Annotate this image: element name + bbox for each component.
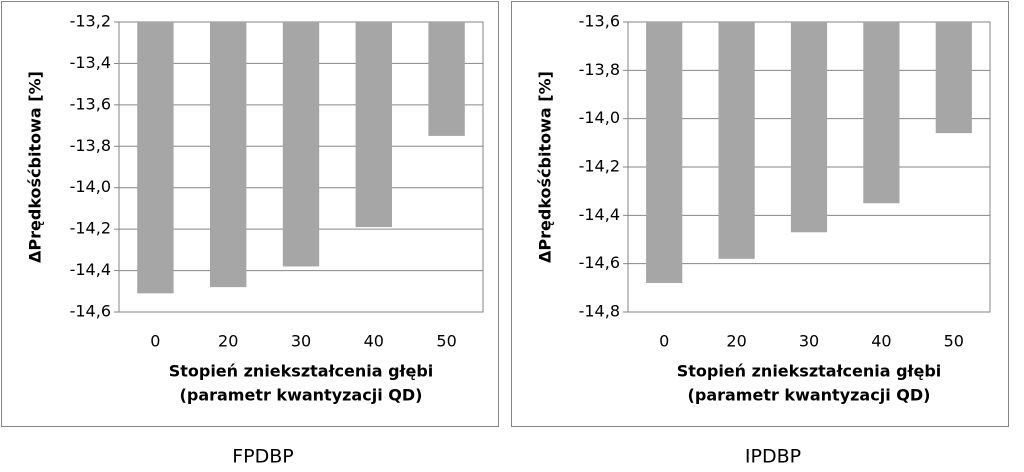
bar <box>718 22 755 259</box>
x-tick-label: 0 <box>150 332 160 351</box>
x-axis-label: Stopień zniekształcenia głębi <box>677 362 942 381</box>
y-tick-label: -14,2 <box>579 157 620 176</box>
y-tick-label: -13,2 <box>70 12 111 31</box>
y-tick-label: -14,4 <box>579 205 620 224</box>
x-tick-label: 30 <box>291 332 311 351</box>
chart-frame <box>1 1 499 427</box>
bar <box>646 22 683 283</box>
chart-frame <box>511 1 1009 427</box>
y-axis-label: ΔPrędkośćbitowa [%] <box>26 71 45 263</box>
y-tick-label: -13,6 <box>579 12 620 31</box>
x-tick-label: 30 <box>799 332 819 351</box>
x-tick-label: 50 <box>944 332 964 351</box>
bar <box>863 22 900 204</box>
x-tick-label: 40 <box>871 332 891 351</box>
y-tick-label: -14,0 <box>70 177 111 196</box>
x-tick-label: 50 <box>436 332 456 351</box>
bar <box>210 22 247 288</box>
y-tick-label: -14,8 <box>579 302 620 321</box>
caption: FPDBP <box>232 446 294 468</box>
y-tick-label: -14,0 <box>579 108 620 127</box>
x-tick-label: 20 <box>218 332 238 351</box>
bar <box>282 22 320 267</box>
y-tick-label: -14,4 <box>70 260 111 279</box>
x-axis-label: (parametr kwantyzacji QD) <box>180 386 423 405</box>
x-axis-label: (parametr kwantyzacji QD) <box>688 386 931 405</box>
x-tick-label: 20 <box>726 332 746 351</box>
y-tick-label: -14,6 <box>70 302 111 321</box>
bar <box>355 22 392 228</box>
y-tick-label: -13,8 <box>70 136 111 155</box>
y-tick-label: -13,8 <box>579 60 620 79</box>
x-tick-label: 40 <box>364 332 384 351</box>
y-tick-label: -13,4 <box>70 53 111 72</box>
y-axis-label: ΔPrędkośćbitowa [%] <box>536 71 555 263</box>
bar <box>935 22 972 134</box>
x-axis-label: Stopień zniekształcenia głębi <box>169 362 434 381</box>
y-tick-label: -14,2 <box>70 219 111 238</box>
y-tick-label: -13,6 <box>70 94 111 113</box>
x-tick-label: 0 <box>659 332 669 351</box>
bar <box>428 22 465 136</box>
y-tick-label: -14,6 <box>579 253 620 272</box>
bar <box>790 22 828 233</box>
caption: IPDBP <box>745 446 801 468</box>
bar <box>137 22 174 294</box>
